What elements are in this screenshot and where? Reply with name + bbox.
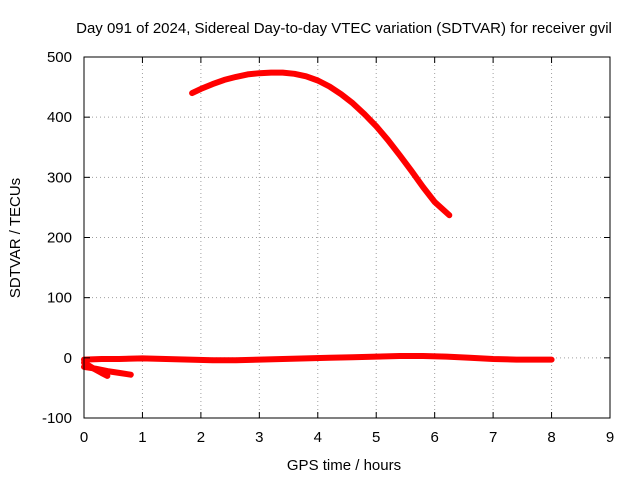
x-axis-label: GPS time / hours [287, 457, 401, 474]
y-tick-label: 300 [47, 169, 72, 186]
y-tick-label: -100 [42, 410, 72, 427]
series-line-arc-start-tail-2 [81, 359, 111, 379]
plot-frame [83, 56, 611, 419]
y-axis-label: SDTVAR / TECUs [7, 178, 24, 298]
y-tick-label: 400 [47, 109, 72, 126]
x-tick-label: 2 [197, 429, 205, 446]
x-tick-label: 3 [255, 429, 263, 446]
x-tick-label: 1 [138, 429, 146, 446]
chart-title: Day 091 of 2024, Sidereal Day-to-day VTE… [76, 20, 612, 37]
series-group [81, 69, 555, 379]
y-tick-label: 100 [47, 290, 72, 307]
y-tick-label: 500 [47, 49, 72, 66]
x-tick-label: 0 [80, 429, 88, 446]
tick-labels: 0 1 2 3 4 5 6 7 8 9 -100 0 100 200 300 400 500 [42, 49, 614, 446]
x-tick-label: 5 [372, 429, 380, 446]
x-tick-label: 9 [606, 429, 614, 446]
x-tick-label: 4 [314, 429, 322, 446]
grid [84, 57, 610, 418]
axis-ticks [83, 56, 611, 419]
x-tick-label: 6 [430, 429, 438, 446]
y-tick-label: 0 [64, 350, 72, 367]
y-tick-label: 200 [47, 230, 72, 247]
x-tick-label: 8 [547, 429, 555, 446]
series-line-arc-near-zero [81, 353, 555, 364]
x-tick-label: 7 [489, 429, 497, 446]
series-line-arc-high [189, 69, 453, 219]
